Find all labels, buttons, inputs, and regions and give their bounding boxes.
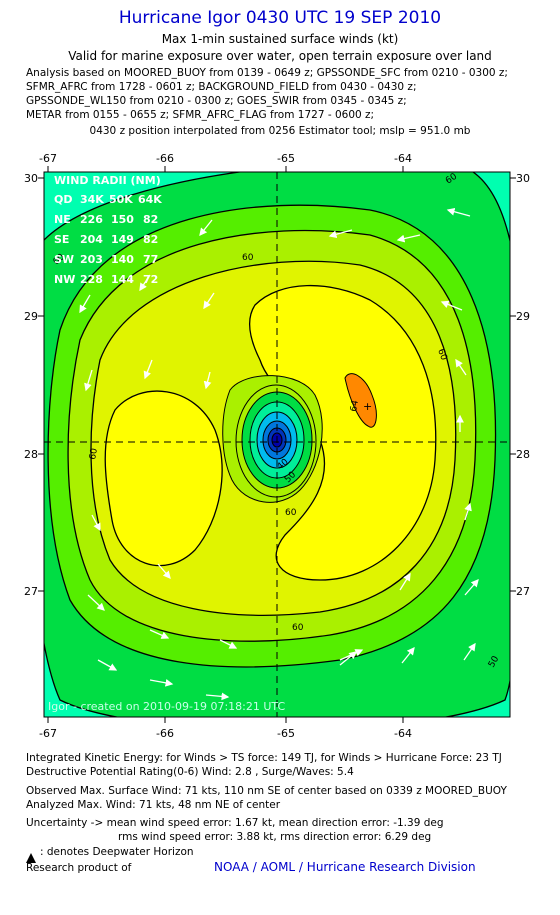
map-title: Hurricane Igor 0430 UTC 19 SEP 2010 [118,8,442,28]
lon-labels-top: -67 -66 -65 -64 [39,152,412,165]
contour-label: 60 [292,623,304,633]
uncertainty-line: rms wind speed error: 3.88 kt, rms direc… [118,831,432,843]
lat-tick-label: 30 [24,172,38,185]
wind-radii-cell: 149 [111,233,134,246]
wind-radii-cell: 204 [80,233,103,246]
wind-radii-cell: 226 [80,213,103,226]
wind-radii-cell: 72 [143,273,158,286]
wind-radii-cell: 82 [143,233,158,246]
deepwater-horizon-icon [26,848,36,863]
lon-tick-label: -67 [39,152,57,165]
wind-radii-cell: 228 [80,273,103,286]
map-frame [43,171,511,718]
lon-tick-label: -65 [277,727,295,740]
wind-radii-cell: 77 [143,253,158,266]
wind-max-west [104,390,223,567]
map-subtitle: Max 1-min sustained surface winds (kt) [161,32,399,46]
axis-ticks [38,166,516,723]
wind-radii-cell: SE [54,233,69,246]
wind-radii-header: QD [54,193,72,206]
exposure-note: Valid for marine exposure over water, op… [68,49,492,63]
contour-label: 60 [242,253,254,263]
lat-tick-label: 29 [516,310,530,323]
observed-max-wind: Observed Max. Surface Wind: 71 kts, 110 … [26,785,507,797]
wind-radii-cell: 144 [111,273,134,286]
lon-tick-label: -64 [394,152,412,165]
wind-radii-cell: SW [54,253,74,266]
lon-tick-label: -64 [394,727,412,740]
wind-radii-title: WIND RADII (NM) [54,174,161,187]
lat-tick-label: 28 [516,448,530,461]
ike-line: Integrated Kinetic Energy: for Winds > T… [26,752,502,764]
lon-tick-label: -67 [39,727,57,740]
lat-tick-label: 27 [24,585,38,598]
wind-radii-cell: 203 [80,253,103,266]
lat-labels-left: 30 29 28 27 [24,172,38,598]
analysis-line: GPSSONDE_WL150 from 0210 - 0300 z; GOES_… [26,95,407,107]
lon-tick-label: -65 [277,152,295,165]
analyzed-max-wind: Analyzed Max. Wind: 71 kts, 48 nm NE of … [26,799,281,811]
research-product-label: Research product of [26,862,132,874]
analysis-line: Analysis based on MOORED_BUOY from 0139 … [26,67,508,79]
contour-label: 64 [349,399,361,412]
lat-labels-right: 30 29 28 27 [516,172,530,598]
created-credit: Igor - created on 2010-09-19 07:18:21 UT… [48,700,285,713]
lat-tick-label: 30 [516,172,530,185]
uncertainty-line: Uncertainty -> mean wind speed error: 1.… [26,817,444,829]
wind-radii-cell: 82 [143,213,158,226]
position-note: 0430 z position interpolated from 0256 E… [89,125,471,137]
lat-tick-label: 27 [516,585,530,598]
lon-tick-label: -66 [156,152,174,165]
wind-radii-header: 34K [80,193,104,206]
lat-tick-label: 28 [24,448,38,461]
analysis-line: METAR from 0155 - 0655 z; SFMR_AFRC_FLAG… [26,109,375,121]
analysis-line: SFMR_AFRC from 1728 - 0601 z; BACKGROUND… [26,81,417,93]
dpr-line: Destructive Potential Rating(0-6) Wind: … [26,766,354,778]
wind-radii-cell: NW [54,273,75,286]
contour-label: 60 [285,508,297,518]
wind-map: + 60 60 60 60 60 60 60 50 50 40 64 WIND … [24,152,530,740]
wind-radii-table: WIND RADII (NM) QD 34K 50K 64K NE 226 15… [54,174,162,286]
deepwater-legend: : denotes Deepwater Horizon [40,846,194,858]
contour-label: 60 [88,447,100,460]
wind-radii-cell: 150 [111,213,134,226]
wind-radii-header: 50K [109,193,133,206]
wind-vectors [79,207,479,701]
noaa-aoml-credit: NOAA / AOML / Hurricane Research Divisio… [214,860,476,874]
wind-64kt-region [344,373,377,428]
lon-labels-bottom: -67 -66 -65 -64 [39,727,412,740]
lat-tick-label: 29 [24,310,38,323]
wind-radii-header: 64K [138,193,162,206]
contour-label: 60 [435,348,448,362]
lon-tick-label: -66 [156,727,174,740]
wind-radii-cell: NE [54,213,71,226]
center-marker: + [363,400,372,413]
wind-radii-cell: 140 [111,253,134,266]
eye-contour [235,384,317,498]
